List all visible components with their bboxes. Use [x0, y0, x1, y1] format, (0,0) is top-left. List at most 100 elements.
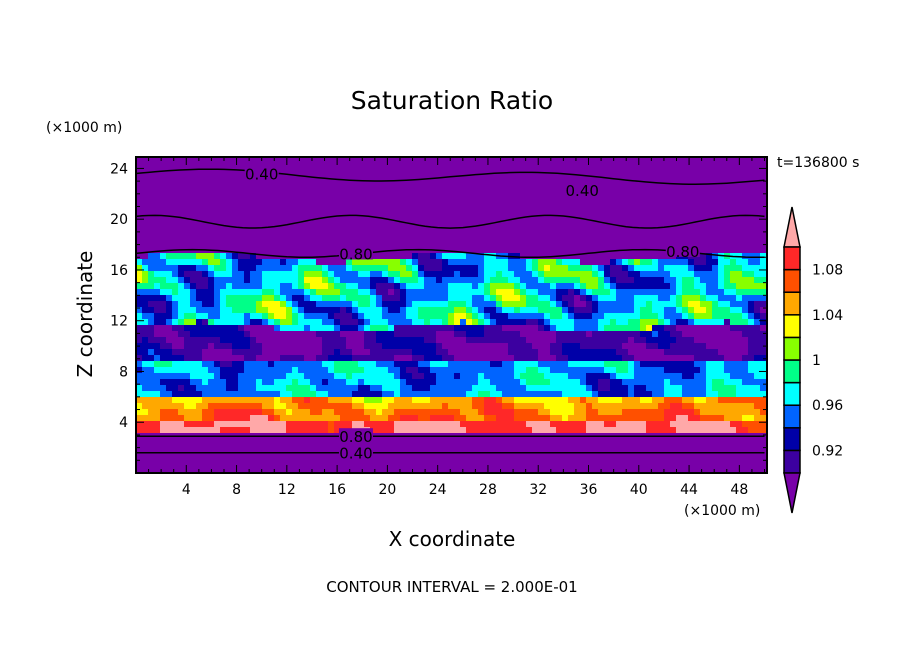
heatmap-cell	[274, 397, 281, 404]
heatmap-cell	[382, 199, 389, 206]
heatmap-cell	[316, 169, 323, 176]
heatmap-cell	[448, 379, 455, 386]
heatmap-cell	[208, 373, 215, 380]
heatmap-cell	[364, 301, 371, 308]
heatmap-cell	[268, 241, 275, 248]
heatmap-cell	[346, 319, 353, 326]
heatmap-cell	[364, 259, 371, 266]
heatmap-cell	[136, 409, 143, 416]
heatmap-cell	[316, 319, 323, 326]
heatmap-cell	[580, 379, 587, 386]
heatmap-cell	[640, 253, 647, 260]
heatmap-cell	[424, 295, 431, 302]
heatmap-cell	[652, 277, 659, 284]
heatmap-cell	[568, 169, 575, 176]
heatmap-cell	[190, 307, 197, 314]
heatmap-cell	[316, 361, 323, 368]
heatmap-cell	[604, 247, 611, 254]
heatmap-cell	[232, 331, 239, 338]
heatmap-cell	[550, 409, 557, 416]
heatmap-cell	[376, 397, 383, 404]
heatmap-cell	[406, 313, 413, 320]
heatmap-cell	[190, 211, 197, 218]
heatmap-cell	[694, 289, 701, 296]
heatmap-cell	[238, 415, 245, 422]
heatmap-cell	[598, 235, 605, 242]
heatmap-cell	[520, 217, 527, 224]
heatmap-cell	[478, 337, 485, 344]
heatmap-cell	[646, 199, 653, 206]
heatmap-cell	[148, 307, 155, 314]
heatmap-cell	[544, 313, 551, 320]
heatmap-cell	[268, 427, 275, 434]
heatmap-cell	[154, 373, 161, 380]
heatmap-cell	[580, 241, 587, 248]
heatmap-cell	[394, 229, 401, 236]
heatmap-cell	[340, 397, 347, 404]
heatmap-cell	[400, 163, 407, 170]
heatmap-cell	[154, 193, 161, 200]
heatmap-cell	[388, 301, 395, 308]
heatmap-cell	[706, 427, 713, 434]
heatmap-cell	[364, 403, 371, 410]
heatmap-cell	[508, 181, 515, 188]
heatmap-cell	[448, 289, 455, 296]
heatmap-cell	[412, 223, 419, 230]
heatmap-cell	[172, 325, 179, 332]
heatmap-cell	[538, 361, 545, 368]
heatmap-cell	[532, 361, 539, 368]
heatmap-cell	[550, 295, 557, 302]
heatmap-cell	[334, 181, 341, 188]
heatmap-cell	[268, 337, 275, 344]
heatmap-cell	[394, 163, 401, 170]
heatmap-cell	[430, 349, 437, 356]
heatmap-cell	[436, 319, 443, 326]
heatmap-cell	[634, 421, 641, 428]
heatmap-cell	[214, 415, 221, 422]
heatmap-cell	[604, 223, 611, 230]
heatmap-cell	[484, 265, 491, 272]
heatmap-cell	[232, 373, 239, 380]
heatmap-cell	[232, 385, 239, 392]
heatmap-cell	[256, 235, 263, 242]
heatmap-cell	[682, 367, 689, 374]
heatmap-cell	[514, 313, 521, 320]
heatmap-cell	[526, 175, 533, 182]
heatmap-cell	[298, 247, 305, 254]
heatmap-cell	[370, 247, 377, 254]
heatmap-cell	[160, 163, 167, 170]
heatmap-cell	[736, 217, 743, 224]
heatmap-cell	[178, 439, 185, 446]
heatmap-cell	[508, 175, 515, 182]
heatmap-cell	[610, 313, 617, 320]
heatmap-cell	[166, 163, 173, 170]
heatmap-cell	[694, 229, 701, 236]
heatmap-cell	[376, 235, 383, 242]
heatmap-cell	[160, 223, 167, 230]
heatmap-cell	[184, 259, 191, 266]
heatmap-cell	[628, 295, 635, 302]
heatmap-cell	[232, 259, 239, 266]
heatmap-cell	[484, 289, 491, 296]
heatmap-cell	[154, 337, 161, 344]
heatmap-cell	[202, 265, 209, 272]
heatmap-cell	[736, 343, 743, 350]
heatmap-cell	[496, 223, 503, 230]
heatmap-cell	[706, 379, 713, 386]
heatmap-cell	[268, 193, 275, 200]
heatmap-cell	[670, 193, 677, 200]
heatmap-cell	[742, 295, 749, 302]
heatmap-cell	[232, 379, 239, 386]
heatmap-cell	[226, 331, 233, 338]
heatmap-cell	[190, 289, 197, 296]
heatmap-cell	[232, 325, 239, 332]
heatmap-cell	[328, 367, 335, 374]
heatmap-cell	[670, 271, 677, 278]
heatmap-cell	[706, 235, 713, 242]
heatmap-cell	[532, 229, 539, 236]
heatmap-cell	[328, 259, 335, 266]
heatmap-cell	[400, 409, 407, 416]
heatmap-cell	[448, 409, 455, 416]
heatmap-cell	[256, 277, 263, 284]
heatmap-cell	[136, 325, 143, 332]
